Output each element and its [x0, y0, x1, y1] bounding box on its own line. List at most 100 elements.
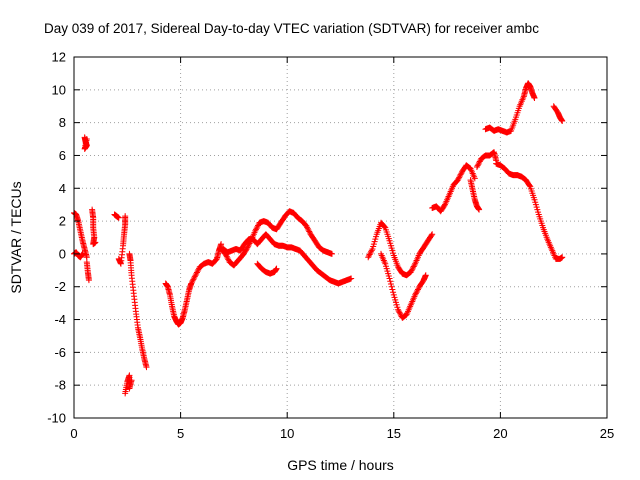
data-point	[414, 286, 421, 293]
data-point	[368, 248, 375, 255]
axis-ticks: 0 5 10 15 20 25 -10 -8 -6 -4 -2 0 2 4 6 8 10 12	[47, 50, 614, 442]
data-markers	[71, 80, 566, 397]
data-point	[476, 206, 483, 213]
data-point	[476, 158, 483, 165]
data-point	[128, 377, 135, 384]
data-point	[414, 287, 421, 294]
data-point	[408, 267, 415, 274]
data-point	[381, 223, 388, 230]
data-point	[476, 159, 483, 166]
data-point	[143, 364, 150, 371]
x-tick-label: 0	[70, 426, 77, 441]
data-point	[396, 309, 403, 316]
data-point	[122, 213, 129, 220]
y-tick-label: 4	[59, 181, 66, 196]
data-point	[224, 255, 231, 262]
data-point	[192, 272, 199, 279]
data-point	[348, 275, 355, 282]
x-axis-label: GPS time / hours	[287, 457, 394, 473]
data-point	[255, 222, 262, 229]
y-tick-label: -4	[54, 312, 66, 327]
data-point	[193, 269, 200, 276]
data-point	[395, 308, 402, 315]
y-tick-label: -8	[54, 378, 66, 393]
data-point	[412, 291, 419, 298]
data-point	[304, 224, 311, 231]
x-tick-label: 10	[280, 426, 294, 441]
x-tick-label: 5	[177, 426, 184, 441]
y-tick-label: 8	[59, 115, 66, 130]
data-point	[387, 278, 394, 285]
data-point	[85, 277, 92, 284]
y-tick-label: 2	[59, 214, 66, 229]
x-tick-label: 15	[387, 426, 401, 441]
data-point	[305, 227, 312, 234]
data-point	[390, 289, 397, 296]
data-point	[303, 223, 310, 230]
data-point	[388, 283, 395, 290]
data-point	[389, 286, 396, 293]
data-point	[79, 250, 86, 257]
data-point	[225, 256, 232, 263]
data-point	[191, 273, 198, 280]
data-point	[365, 254, 372, 261]
data-point	[412, 290, 419, 297]
data-point	[407, 268, 414, 275]
data-point	[559, 117, 566, 124]
data-point	[559, 254, 566, 261]
data-point	[456, 172, 463, 179]
grid	[74, 57, 607, 418]
data-point	[188, 280, 195, 287]
data-point	[441, 202, 448, 209]
y-tick-label: 6	[59, 148, 66, 163]
data-point	[410, 263, 417, 270]
data-point	[273, 265, 280, 272]
data-point	[368, 247, 375, 254]
data-point	[194, 268, 201, 275]
data-point	[252, 227, 259, 234]
data-point	[457, 171, 464, 178]
data-point	[473, 163, 480, 170]
data-point	[193, 270, 200, 277]
data-point	[189, 277, 196, 284]
data-point	[254, 223, 261, 230]
data-point	[365, 252, 372, 259]
y-tick-label: 12	[52, 50, 66, 65]
y-axis-label: SDTVAR / TECUs	[8, 181, 24, 293]
data-point	[195, 266, 202, 273]
data-point	[456, 174, 463, 181]
data-point	[83, 136, 90, 143]
chart-title: Day 039 of 2017, Sidereal Day-to-day VTE…	[44, 21, 539, 36]
data-point	[429, 231, 436, 238]
data-point	[386, 275, 393, 282]
data-point	[253, 225, 260, 232]
data-point	[367, 250, 374, 257]
y-tick-label: 0	[59, 246, 66, 261]
data-point	[413, 289, 420, 296]
data-point	[422, 272, 429, 279]
data-point	[366, 251, 373, 258]
data-point	[188, 279, 195, 286]
data-point	[526, 182, 533, 189]
data-point	[397, 310, 404, 317]
data-point	[454, 177, 461, 184]
data-point	[304, 225, 311, 232]
data-point	[474, 162, 481, 169]
data-point	[428, 232, 435, 239]
data-point	[409, 266, 416, 273]
data-point	[306, 228, 313, 235]
data-point	[455, 175, 462, 182]
y-tick-label: -6	[54, 345, 66, 360]
data-point	[115, 214, 122, 221]
data-point	[411, 262, 418, 269]
data-point	[243, 245, 250, 252]
x-tick-label: 20	[493, 426, 507, 441]
data-point	[387, 280, 394, 287]
data-point	[252, 226, 259, 233]
data-point	[471, 175, 478, 182]
y-tick-label: 10	[52, 82, 66, 97]
data-point	[409, 264, 416, 271]
data-point	[531, 95, 538, 102]
data-point	[191, 274, 198, 281]
